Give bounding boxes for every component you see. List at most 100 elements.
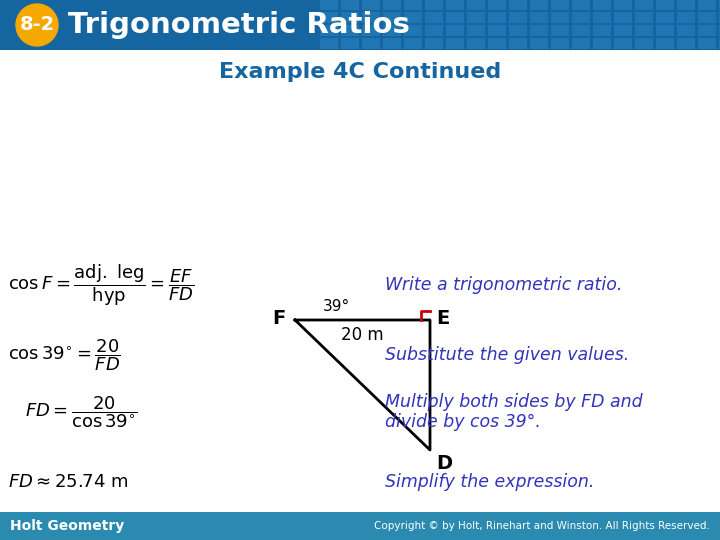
Text: divide by cos 39°.: divide by cos 39°. <box>385 413 541 431</box>
FancyBboxPatch shape <box>446 25 464 36</box>
FancyBboxPatch shape <box>320 25 338 36</box>
FancyBboxPatch shape <box>488 12 506 23</box>
FancyBboxPatch shape <box>467 38 485 49</box>
FancyBboxPatch shape <box>572 25 590 36</box>
FancyBboxPatch shape <box>488 25 506 36</box>
FancyBboxPatch shape <box>383 25 401 36</box>
FancyBboxPatch shape <box>320 12 338 23</box>
FancyBboxPatch shape <box>614 12 632 23</box>
FancyBboxPatch shape <box>719 0 720 10</box>
FancyBboxPatch shape <box>593 38 611 49</box>
FancyBboxPatch shape <box>425 38 443 49</box>
FancyBboxPatch shape <box>593 25 611 36</box>
FancyBboxPatch shape <box>467 12 485 23</box>
Text: 20 m: 20 m <box>341 326 384 344</box>
FancyBboxPatch shape <box>593 12 611 23</box>
Text: 8-2: 8-2 <box>19 16 55 35</box>
Text: 39°: 39° <box>323 299 350 314</box>
FancyBboxPatch shape <box>488 0 506 10</box>
FancyBboxPatch shape <box>698 0 716 10</box>
FancyBboxPatch shape <box>572 12 590 23</box>
FancyBboxPatch shape <box>551 25 569 36</box>
Text: $\cos F = \dfrac{\mathrm{adj.\ leg}}{\mathrm{hyp}} = \dfrac{EF}{FD}$: $\cos F = \dfrac{\mathrm{adj.\ leg}}{\ma… <box>8 262 194 308</box>
FancyBboxPatch shape <box>509 25 527 36</box>
FancyBboxPatch shape <box>572 0 590 10</box>
FancyBboxPatch shape <box>551 38 569 49</box>
Text: $FD = \dfrac{20}{\cos 39^{\circ}}$: $FD = \dfrac{20}{\cos 39^{\circ}}$ <box>25 394 138 430</box>
FancyBboxPatch shape <box>635 12 653 23</box>
FancyBboxPatch shape <box>530 25 548 36</box>
Circle shape <box>16 4 58 46</box>
FancyBboxPatch shape <box>656 38 674 49</box>
Text: Example 4C Continued: Example 4C Continued <box>219 62 501 82</box>
Text: $\cos 39^{\circ} = \dfrac{20}{FD}$: $\cos 39^{\circ} = \dfrac{20}{FD}$ <box>8 337 121 373</box>
FancyBboxPatch shape <box>0 0 720 50</box>
FancyBboxPatch shape <box>362 38 380 49</box>
FancyBboxPatch shape <box>551 12 569 23</box>
FancyBboxPatch shape <box>677 12 695 23</box>
FancyBboxPatch shape <box>614 38 632 49</box>
FancyBboxPatch shape <box>656 12 674 23</box>
FancyBboxPatch shape <box>362 12 380 23</box>
FancyBboxPatch shape <box>446 0 464 10</box>
Text: Holt Geometry: Holt Geometry <box>10 519 125 533</box>
FancyBboxPatch shape <box>446 12 464 23</box>
FancyBboxPatch shape <box>467 25 485 36</box>
FancyBboxPatch shape <box>404 0 422 10</box>
FancyBboxPatch shape <box>614 0 632 10</box>
FancyBboxPatch shape <box>656 0 674 10</box>
FancyBboxPatch shape <box>530 38 548 49</box>
FancyBboxPatch shape <box>677 38 695 49</box>
FancyBboxPatch shape <box>0 512 720 540</box>
FancyBboxPatch shape <box>320 0 338 10</box>
Text: Simplify the expression.: Simplify the expression. <box>385 473 595 491</box>
FancyBboxPatch shape <box>467 0 485 10</box>
FancyBboxPatch shape <box>425 0 443 10</box>
Text: Write a trigonometric ratio.: Write a trigonometric ratio. <box>385 276 622 294</box>
FancyBboxPatch shape <box>341 0 359 10</box>
FancyBboxPatch shape <box>404 38 422 49</box>
FancyBboxPatch shape <box>383 38 401 49</box>
FancyBboxPatch shape <box>425 25 443 36</box>
FancyBboxPatch shape <box>341 38 359 49</box>
FancyBboxPatch shape <box>509 12 527 23</box>
FancyBboxPatch shape <box>635 38 653 49</box>
Text: F: F <box>271 308 285 327</box>
FancyBboxPatch shape <box>698 12 716 23</box>
FancyBboxPatch shape <box>719 25 720 36</box>
FancyBboxPatch shape <box>719 12 720 23</box>
FancyBboxPatch shape <box>551 0 569 10</box>
Text: Substitute the given values.: Substitute the given values. <box>385 346 629 364</box>
Text: D: D <box>436 454 452 473</box>
FancyBboxPatch shape <box>362 0 380 10</box>
FancyBboxPatch shape <box>698 38 716 49</box>
FancyBboxPatch shape <box>719 38 720 49</box>
FancyBboxPatch shape <box>509 38 527 49</box>
FancyBboxPatch shape <box>362 25 380 36</box>
FancyBboxPatch shape <box>656 25 674 36</box>
FancyBboxPatch shape <box>530 12 548 23</box>
FancyBboxPatch shape <box>446 38 464 49</box>
FancyBboxPatch shape <box>383 0 401 10</box>
FancyBboxPatch shape <box>530 0 548 10</box>
Text: E: E <box>436 308 449 327</box>
FancyBboxPatch shape <box>404 25 422 36</box>
FancyBboxPatch shape <box>698 25 716 36</box>
FancyBboxPatch shape <box>509 0 527 10</box>
FancyBboxPatch shape <box>614 25 632 36</box>
Text: Trigonometric Ratios: Trigonometric Ratios <box>68 11 410 39</box>
FancyBboxPatch shape <box>635 0 653 10</box>
FancyBboxPatch shape <box>404 12 422 23</box>
FancyBboxPatch shape <box>572 38 590 49</box>
FancyBboxPatch shape <box>341 12 359 23</box>
FancyBboxPatch shape <box>320 38 338 49</box>
FancyBboxPatch shape <box>383 12 401 23</box>
Text: Copyright © by Holt, Rinehart and Winston. All Rights Reserved.: Copyright © by Holt, Rinehart and Winsto… <box>374 521 710 531</box>
FancyBboxPatch shape <box>677 0 695 10</box>
FancyBboxPatch shape <box>341 25 359 36</box>
FancyBboxPatch shape <box>593 0 611 10</box>
FancyBboxPatch shape <box>425 12 443 23</box>
Text: Multiply both sides by FD and: Multiply both sides by FD and <box>385 393 643 411</box>
Text: $FD \approx 25.74\ \mathrm{m}$: $FD \approx 25.74\ \mathrm{m}$ <box>8 473 128 491</box>
FancyBboxPatch shape <box>677 25 695 36</box>
